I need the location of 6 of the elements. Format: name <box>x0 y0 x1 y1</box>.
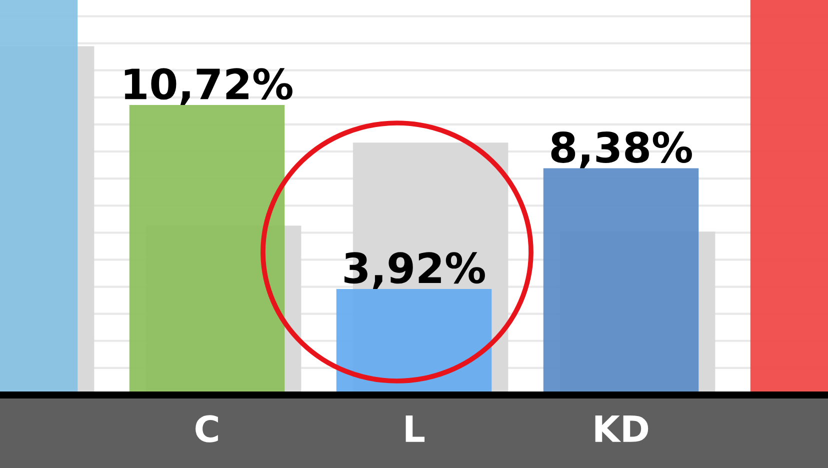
data-label: 3,92% <box>344 252 485 289</box>
data-label: 8,38% <box>551 131 692 168</box>
data-label: 10,72% <box>124 68 292 106</box>
x-tick-label: C <box>196 415 218 442</box>
x-tick-label: KD <box>595 416 648 442</box>
x-tick-label: L <box>406 416 425 442</box>
